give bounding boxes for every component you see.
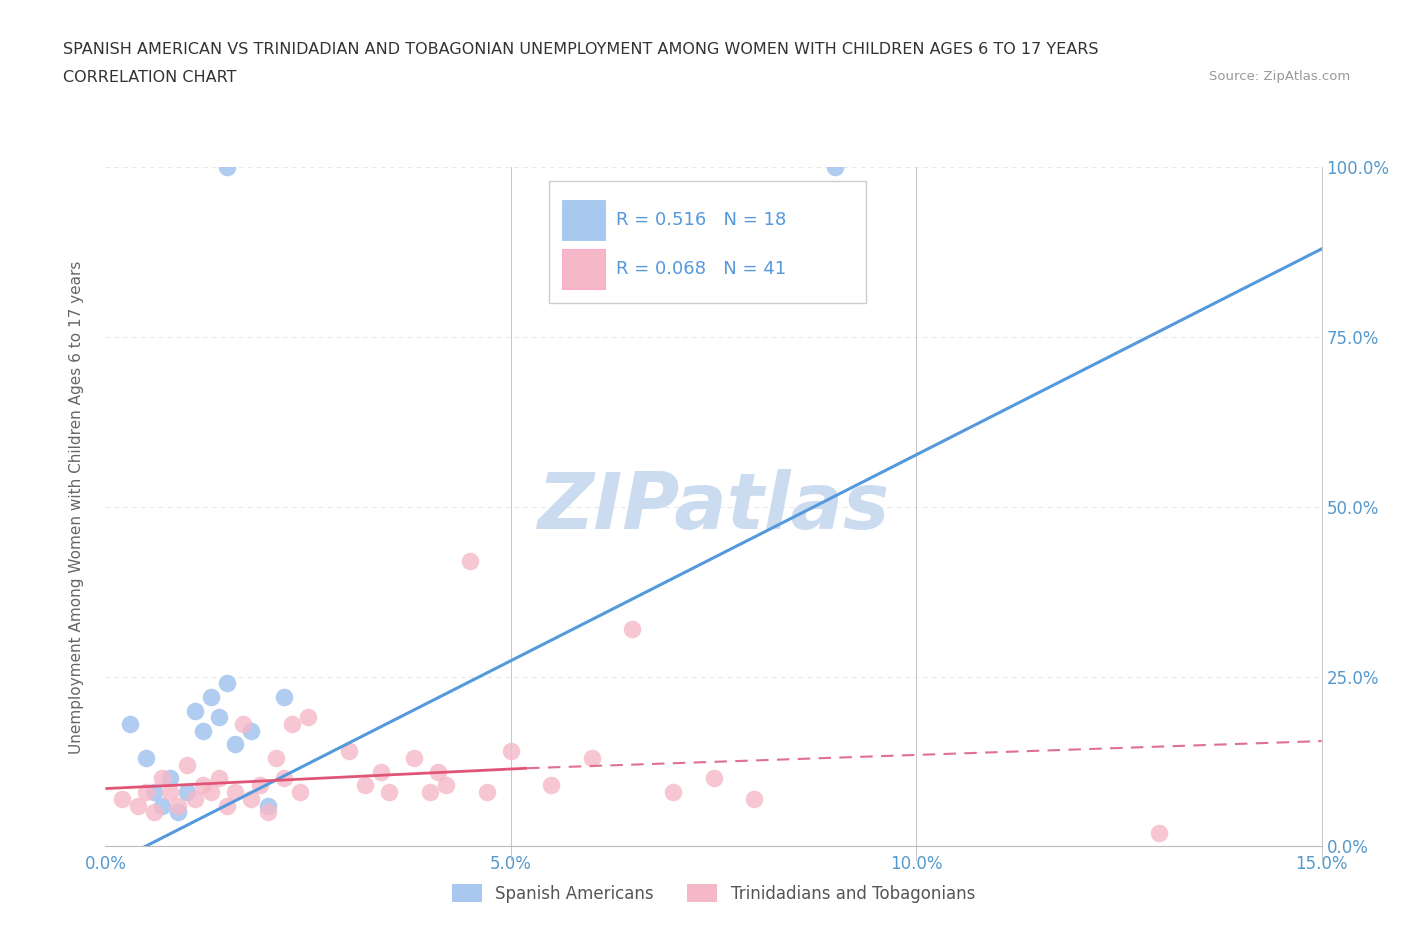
Point — [249, 777, 271, 792]
Point — [662, 785, 685, 800]
Point — [540, 777, 562, 792]
Point — [111, 791, 134, 806]
Point — [256, 798, 278, 813]
Point — [240, 791, 263, 806]
Point — [200, 785, 222, 800]
Point — [200, 689, 222, 704]
Point — [159, 771, 181, 786]
Point — [232, 717, 254, 732]
FancyBboxPatch shape — [550, 181, 866, 303]
Point — [288, 785, 311, 800]
Point — [581, 751, 603, 765]
Point — [824, 160, 846, 175]
Point — [273, 771, 295, 786]
Point — [1149, 825, 1171, 840]
Text: SPANISH AMERICAN VS TRINIDADIAN AND TOBAGONIAN UNEMPLOYMENT AMONG WOMEN WITH CHI: SPANISH AMERICAN VS TRINIDADIAN AND TOBA… — [63, 42, 1098, 57]
Point — [217, 798, 239, 813]
Point — [281, 717, 304, 732]
Point — [297, 710, 319, 724]
Point — [167, 805, 190, 820]
Text: R = 0.516   N = 18: R = 0.516 N = 18 — [616, 211, 786, 229]
Point — [458, 553, 481, 568]
Point — [159, 785, 181, 800]
Point — [354, 777, 377, 792]
Legend: Spanish Americans, Trinidadians and Tobagonians: Spanish Americans, Trinidadians and Toba… — [446, 878, 981, 910]
Point — [499, 744, 522, 759]
Point — [475, 785, 498, 800]
Text: Source: ZipAtlas.com: Source: ZipAtlas.com — [1209, 70, 1350, 83]
Point — [419, 785, 441, 800]
Point — [118, 717, 141, 732]
Y-axis label: Unemployment Among Women with Children Ages 6 to 17 years: Unemployment Among Women with Children A… — [69, 260, 84, 753]
Point — [150, 798, 173, 813]
Point — [208, 771, 231, 786]
FancyBboxPatch shape — [561, 249, 606, 289]
Point — [426, 764, 449, 779]
Point — [370, 764, 392, 779]
Point — [224, 737, 246, 752]
Point — [702, 771, 725, 786]
Point — [176, 757, 198, 772]
Point — [378, 785, 401, 800]
Text: R = 0.068   N = 41: R = 0.068 N = 41 — [616, 260, 786, 278]
Point — [217, 676, 239, 691]
Point — [183, 791, 205, 806]
Point — [135, 785, 157, 800]
Point — [191, 724, 214, 738]
Point — [434, 777, 457, 792]
Point — [176, 785, 198, 800]
Point — [621, 621, 644, 636]
Point — [135, 751, 157, 765]
Point — [402, 751, 425, 765]
Point — [167, 798, 190, 813]
Text: CORRELATION CHART: CORRELATION CHART — [63, 70, 236, 85]
Point — [273, 689, 295, 704]
Point — [150, 771, 173, 786]
Point — [742, 791, 765, 806]
FancyBboxPatch shape — [561, 200, 606, 240]
Point — [337, 744, 360, 759]
Point — [224, 785, 246, 800]
Point — [240, 724, 263, 738]
Point — [143, 805, 166, 820]
Point — [256, 805, 278, 820]
Point — [208, 710, 231, 724]
Point — [191, 777, 214, 792]
Point — [143, 785, 166, 800]
Point — [217, 160, 239, 175]
Point — [183, 703, 205, 718]
Point — [127, 798, 149, 813]
Text: ZIPatlas: ZIPatlas — [537, 469, 890, 545]
Point — [264, 751, 287, 765]
